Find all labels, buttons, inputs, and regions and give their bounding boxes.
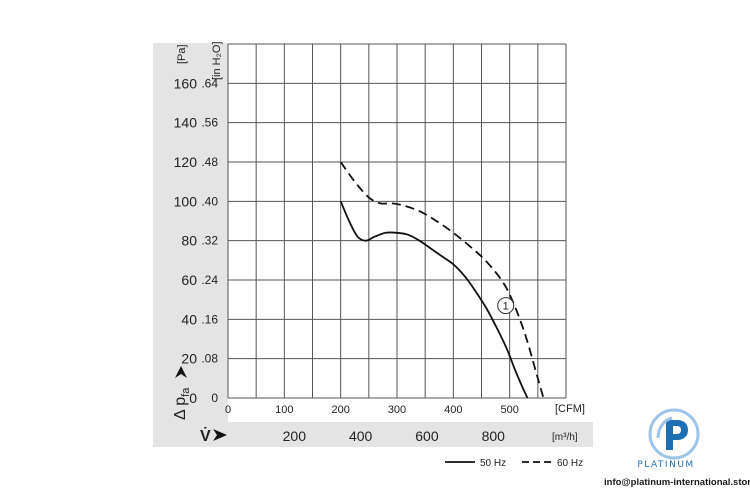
cfm-tick-label: 400	[444, 404, 462, 416]
grid	[227, 43, 567, 399]
m3h-tick-label: 400	[349, 428, 373, 444]
unit-pa-label: [Pa]	[176, 44, 188, 64]
m3h-unit-label: [m³/h]	[552, 432, 578, 443]
brand-email: info@platinum-international.store	[604, 477, 750, 488]
pa-tick-label: 120	[174, 154, 198, 170]
series-60hz-line	[339, 161, 545, 398]
inh2o-tick-label: .24	[201, 273, 218, 287]
y-axis-band	[153, 43, 228, 425]
brand-name: PLATINUM	[637, 460, 695, 470]
pa-tick-label: 20	[181, 351, 197, 367]
m3h-tick-label: 800	[482, 428, 506, 444]
inh2o-tick-labels: 0 .08 .16 .24 .32 .40 .48 .56 .64	[201, 76, 218, 405]
m3h-tick-label: 600	[415, 428, 439, 444]
legend-label-60hz: 60 Hz	[557, 458, 583, 469]
cfm-tick-label: 0	[225, 404, 231, 416]
legend-label-50hz: 50 Hz	[480, 458, 506, 469]
pa-tick-label: 0	[189, 390, 197, 406]
pa-tick-label: 40	[181, 311, 197, 327]
inh2o-tick-label: .48	[201, 155, 218, 169]
cfm-unit-label: [CFM]	[555, 403, 585, 415]
cfm-tick-label: 100	[275, 404, 293, 416]
y-axis-subscript: fa	[180, 387, 192, 397]
brand-block: PLATINUM info@platinum-international.sto…	[604, 408, 750, 500]
inh2o-tick-label: .64	[201, 76, 218, 90]
unit-inh2o-label: [in H₂O]	[211, 42, 223, 81]
flow-symbol: V̇	[200, 427, 211, 445]
inh2o-tick-label: .32	[201, 234, 218, 248]
pa-tick-label: 160	[174, 75, 198, 91]
inh2o-tick-label: .40	[201, 194, 218, 208]
cfm-tick-labels: 0 100 200 300 400 500	[225, 404, 519, 416]
annotation-label: 1	[503, 301, 509, 313]
y-axis-symbol: Δ p	[172, 397, 189, 420]
inh2o-tick-label: 0	[211, 391, 218, 405]
platinum-logo-icon	[648, 408, 700, 460]
flow-arrow	[213, 429, 227, 441]
pa-tick-label: 60	[181, 272, 197, 288]
cfm-tick-label: 500	[500, 404, 518, 416]
inh2o-tick-label: .56	[201, 116, 218, 130]
y-axis-title: Δ pfa	[172, 366, 192, 420]
pa-tick-label: 80	[181, 233, 197, 249]
x-axis-band	[153, 422, 593, 447]
pa-tick-labels: 0 20 40 60 80 100 120 140 160	[174, 75, 198, 406]
pa-tick-label: 100	[174, 193, 198, 209]
inh2o-tick-label: .08	[201, 352, 218, 366]
inh2o-tick-label: .16	[201, 312, 218, 326]
legend: 50 Hz 60 Hz	[445, 458, 583, 469]
cfm-tick-label: 300	[388, 404, 406, 416]
y-axis-arrow	[175, 366, 187, 378]
series-lines	[339, 161, 545, 398]
annotation-marker	[497, 297, 515, 315]
cfm-tick-label: 200	[331, 404, 349, 416]
pa-tick-label: 140	[174, 115, 198, 131]
m3h-tick-label: 200	[283, 428, 307, 444]
svg-text:Δ pfa: Δ pfa	[172, 387, 192, 420]
m3h-tick-labels: 200 400 600 800	[283, 428, 506, 444]
series-50hz-line	[339, 200, 529, 398]
annotations: 1	[497, 297, 515, 315]
